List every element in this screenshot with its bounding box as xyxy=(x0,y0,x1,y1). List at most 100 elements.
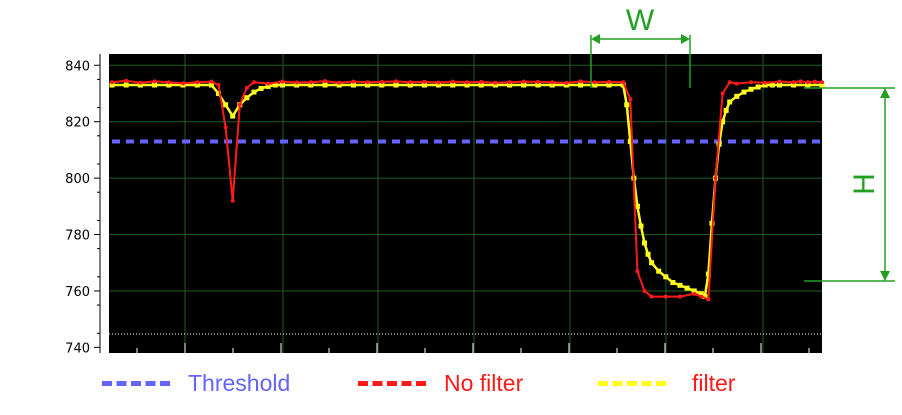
series-point-filter xyxy=(421,82,427,88)
series-point-filter xyxy=(216,90,221,96)
series-point-filter xyxy=(265,83,271,89)
series-point-filter xyxy=(436,82,442,88)
series-point-filter xyxy=(592,82,598,88)
series-point-no-filter xyxy=(649,294,654,299)
series-point-filter xyxy=(720,119,726,125)
series-point-filter xyxy=(624,102,630,108)
series-point-no-filter xyxy=(195,80,200,85)
series-point-filter xyxy=(379,82,385,88)
series-point-filter xyxy=(450,82,456,88)
h-annotation-label: H xyxy=(848,173,881,195)
series-point-filter xyxy=(634,203,640,209)
series-point-filter xyxy=(258,85,264,91)
series-point-no-filter xyxy=(621,80,626,85)
series-point-filter xyxy=(208,82,214,88)
series-point-filter xyxy=(663,274,669,280)
series-point-filter xyxy=(791,82,797,88)
series-point-no-filter xyxy=(706,297,711,302)
series-point-no-filter xyxy=(791,80,796,85)
series-point-filter xyxy=(691,288,697,294)
series-point-no-filter xyxy=(280,79,285,84)
series-point-filter xyxy=(684,285,690,291)
series-point-no-filter xyxy=(713,176,718,181)
legend-no-filter-swatch xyxy=(358,380,426,386)
series-point-filter xyxy=(251,89,257,95)
legend-filter-swatch xyxy=(598,380,666,386)
series-point-filter xyxy=(734,93,740,99)
series-point-no-filter xyxy=(763,80,768,85)
series-point-filter xyxy=(702,294,708,300)
series-point-no-filter xyxy=(493,80,498,85)
legend-filter: filter xyxy=(598,368,735,398)
series-point-filter xyxy=(656,268,662,274)
series-point-no-filter xyxy=(727,80,732,85)
series-point-no-filter xyxy=(536,79,540,84)
series-point-filter xyxy=(727,99,733,105)
y-tick-label: 820 xyxy=(65,116,90,131)
series-point-filter xyxy=(819,82,825,88)
series-point-no-filter xyxy=(798,79,803,84)
series-point-no-filter xyxy=(294,80,299,85)
y-tick-label: 840 xyxy=(65,59,90,74)
series-point-filter xyxy=(407,82,413,88)
h-arrow-bottom xyxy=(880,271,890,281)
series-point-no-filter xyxy=(379,79,384,84)
series-point-filter xyxy=(705,271,711,277)
series-point-filter xyxy=(272,82,278,88)
y-axis-ticks: 840 820 800 780 760 740 xyxy=(65,59,100,356)
h-arrow-top xyxy=(880,88,890,98)
series-point-filter xyxy=(350,82,356,88)
series-point-no-filter xyxy=(465,80,469,85)
legend-threshold-swatch xyxy=(102,380,170,386)
plot-background xyxy=(109,54,822,353)
series-point-no-filter xyxy=(521,79,526,84)
series-point-no-filter xyxy=(592,80,597,85)
series-point-no-filter xyxy=(507,80,512,85)
series-point-no-filter xyxy=(244,85,249,90)
series-point-filter xyxy=(152,82,158,88)
legend-no-filter-label: No filter xyxy=(444,369,524,396)
series-point-filter xyxy=(478,82,484,88)
series-point-filter xyxy=(294,82,300,88)
series-point-filter xyxy=(755,84,761,90)
series-point-filter xyxy=(336,82,342,88)
legend-threshold: Threshold xyxy=(102,368,290,398)
series-point-no-filter xyxy=(479,79,484,84)
y-tick-label: 740 xyxy=(65,341,90,356)
series-point-no-filter xyxy=(266,81,271,86)
series-point-filter xyxy=(123,82,129,88)
series-point-no-filter xyxy=(394,79,398,84)
series-point-no-filter xyxy=(124,78,129,83)
series-point-filter xyxy=(521,82,527,88)
series-point-no-filter xyxy=(699,294,704,299)
series-point-no-filter xyxy=(607,79,611,84)
series-point-filter xyxy=(322,82,328,88)
grid-lines xyxy=(109,54,822,353)
series-point-filter xyxy=(670,279,676,285)
series-point-no-filter xyxy=(323,79,327,84)
series-point-filter xyxy=(137,82,143,88)
series-point-no-filter xyxy=(408,80,413,85)
series-point-filter xyxy=(507,82,513,88)
series-point-filter xyxy=(244,95,250,101)
series-point-no-filter xyxy=(252,80,256,85)
series-point-no-filter xyxy=(720,91,725,96)
series-point-no-filter xyxy=(564,81,569,86)
series-point-no-filter xyxy=(237,102,242,107)
series-point-no-filter xyxy=(337,80,342,85)
series-point-filter xyxy=(805,82,811,88)
series-point-no-filter xyxy=(216,83,221,88)
series-point-no-filter xyxy=(138,80,143,85)
series-point-no-filter xyxy=(805,80,810,85)
series-point-filter xyxy=(535,82,541,88)
series-point-filter xyxy=(723,107,729,113)
series-point-filter xyxy=(620,82,626,88)
w-arrow-right xyxy=(681,34,690,44)
series-point-filter xyxy=(279,82,285,88)
series-point-no-filter xyxy=(628,97,633,102)
series-point-filter xyxy=(698,291,704,297)
series-point-no-filter xyxy=(812,79,817,84)
series-point-filter xyxy=(627,138,633,144)
series-point-filter xyxy=(308,82,314,88)
series-point-filter xyxy=(194,82,200,88)
